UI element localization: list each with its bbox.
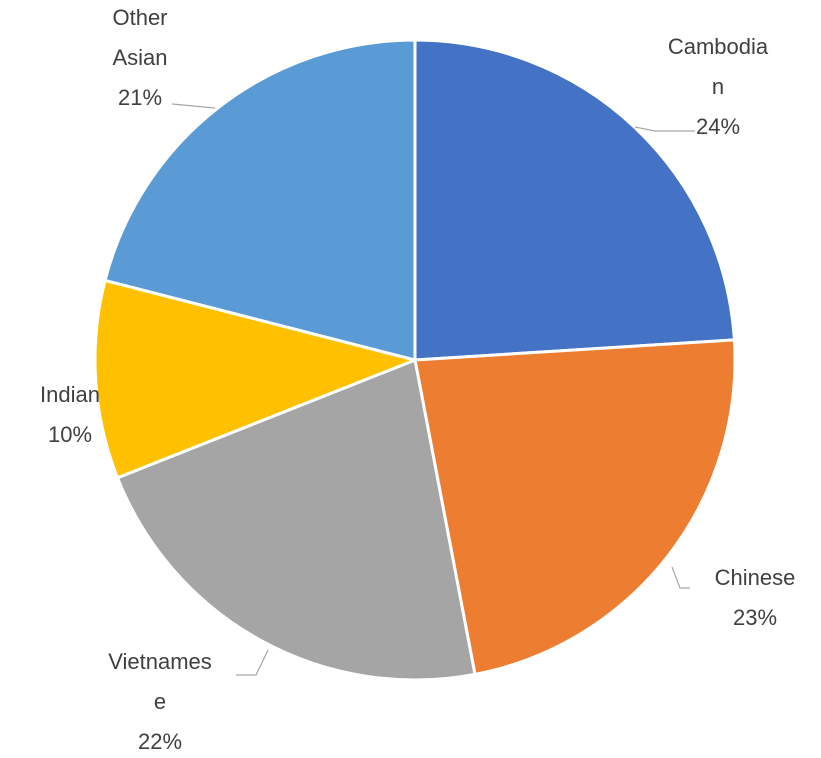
- category-label: Indian: [40, 382, 100, 407]
- leader-line: [634, 126, 695, 132]
- data-label: Vietnamese 22%: [100, 642, 220, 758]
- percent-label: 24%: [695, 114, 741, 139]
- pie-slice: [413, 338, 737, 677]
- category-label: Cambodian: [667, 34, 769, 99]
- data-label: Cambodian 24%: [660, 27, 776, 147]
- data-label: Chinese 23%: [690, 558, 820, 638]
- category-label: Chinese: [714, 565, 796, 590]
- data-label: Other Asian 21%: [95, 0, 185, 118]
- data-label: Indian 10%: [15, 375, 125, 455]
- pie-slice: [103, 38, 417, 362]
- pie-slice: [115, 357, 477, 682]
- category-label: Vietnamese: [108, 649, 212, 714]
- percent-label: 22%: [137, 729, 183, 754]
- percent-label: 21%: [117, 85, 163, 110]
- pie-slice: [413, 38, 736, 362]
- leader-line: [171, 103, 216, 109]
- percent-label: 23%: [732, 605, 778, 630]
- pie-slice: [93, 278, 420, 480]
- percent-label: 10%: [47, 422, 93, 447]
- leader-line: [671, 566, 690, 589]
- leader-line: [236, 649, 269, 676]
- category-label: Other Asian: [112, 5, 168, 70]
